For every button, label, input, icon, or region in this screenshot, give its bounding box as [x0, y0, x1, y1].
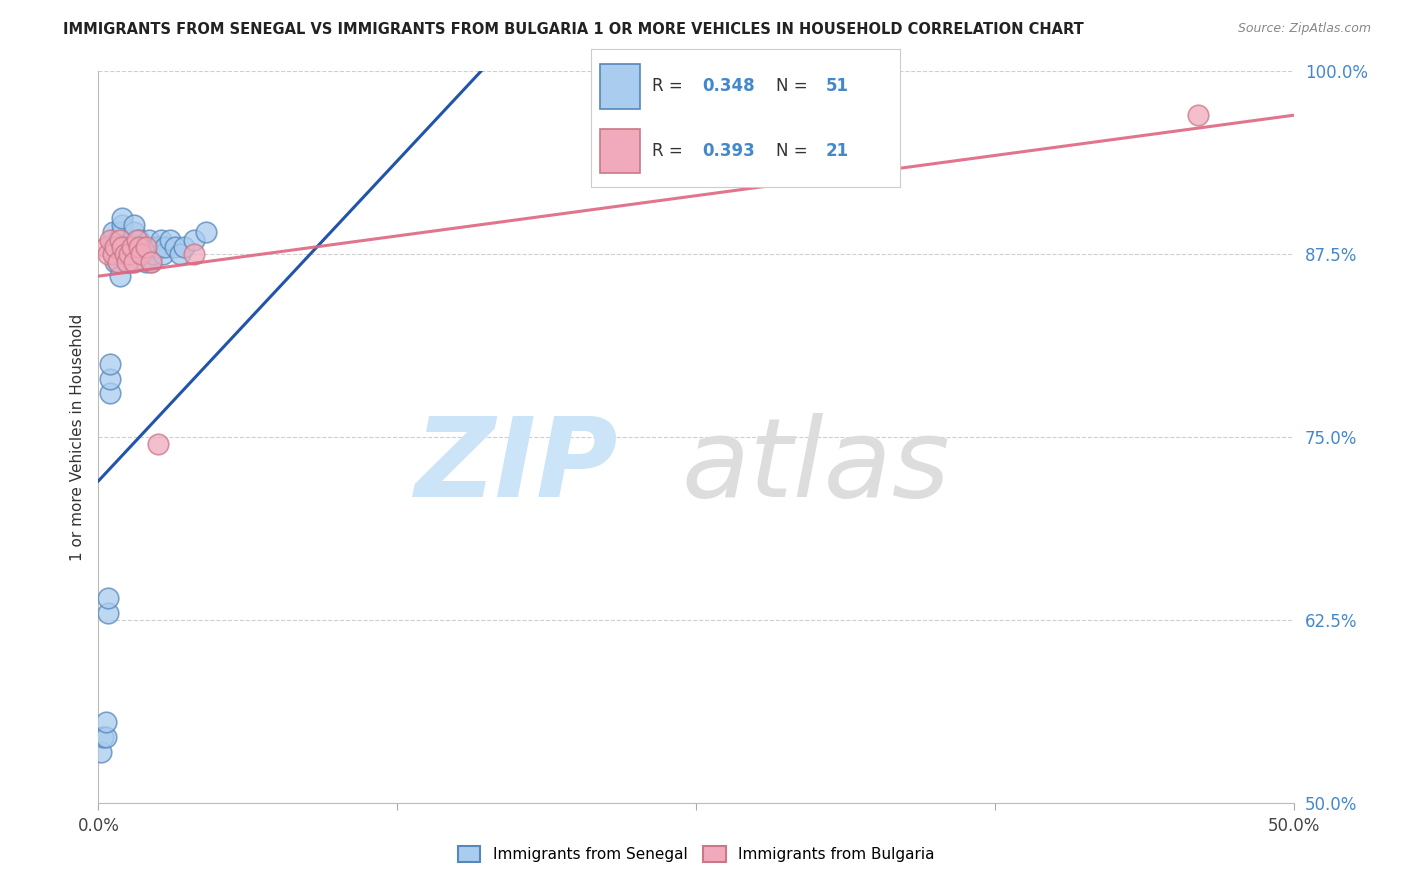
Point [148, 437, 170, 451]
Point [118, 247, 141, 261]
Text: IMMIGRANTS FROM SENEGAL VS IMMIGRANTS FROM BULGARIA 1 OR MORE VEHICLES IN HOUSEH: IMMIGRANTS FROM SENEGAL VS IMMIGRANTS FR… [63, 22, 1084, 37]
Point [124, 218, 146, 232]
Point [94, 715, 117, 730]
Point [121, 254, 143, 268]
FancyBboxPatch shape [600, 129, 640, 173]
Point [139, 254, 162, 268]
Point [98, 386, 122, 401]
Point [121, 240, 143, 254]
Point [118, 247, 141, 261]
Point [183, 247, 205, 261]
Point [124, 225, 146, 239]
Point [131, 247, 153, 261]
Text: 0.348: 0.348 [702, 78, 755, 95]
Text: atlas: atlas [681, 413, 950, 520]
Point [107, 254, 129, 268]
Point [135, 240, 157, 254]
Point [107, 254, 129, 268]
Point [114, 247, 136, 261]
Point [135, 254, 157, 268]
Point [131, 240, 153, 254]
Point [115, 254, 138, 268]
Point [169, 247, 191, 261]
Point [97, 606, 120, 620]
Legend: Immigrants from Senegal, Immigrants from Bulgaria: Immigrants from Senegal, Immigrants from… [451, 840, 941, 868]
Point [107, 233, 129, 247]
Point [98, 233, 122, 247]
Point [90, 745, 112, 759]
Point [97, 591, 120, 605]
Point [94, 730, 117, 744]
Point [149, 233, 172, 247]
Point [94, 240, 117, 254]
Text: ZIP: ZIP [415, 413, 619, 520]
Point [1187, 108, 1209, 122]
Text: 21: 21 [825, 143, 849, 161]
Point [101, 247, 124, 261]
Point [97, 247, 120, 261]
Point [121, 233, 143, 247]
Point [132, 247, 155, 261]
Point [125, 240, 148, 254]
Point [111, 211, 134, 225]
Point [115, 254, 138, 268]
Point [183, 233, 205, 247]
Point [125, 233, 148, 247]
Point [139, 254, 162, 268]
Point [138, 233, 160, 247]
Point [152, 247, 174, 261]
Point [114, 247, 136, 261]
Point [173, 240, 195, 254]
Point [114, 240, 136, 254]
Point [142, 247, 165, 261]
Point [101, 225, 124, 239]
Point [108, 233, 131, 247]
Point [111, 225, 134, 239]
FancyBboxPatch shape [600, 64, 640, 109]
Point [128, 233, 150, 247]
Point [195, 225, 218, 239]
Point [104, 240, 127, 254]
Point [91, 730, 114, 744]
Point [163, 240, 186, 254]
Text: 0.393: 0.393 [702, 143, 755, 161]
Point [115, 240, 138, 254]
Text: N =: N = [776, 143, 813, 161]
Point [98, 371, 122, 385]
Y-axis label: 1 or more Vehicles in Household: 1 or more Vehicles in Household [69, 313, 84, 561]
Point [111, 240, 134, 254]
Point [124, 254, 146, 268]
Point [148, 240, 170, 254]
Text: R =: R = [652, 78, 689, 95]
Point [135, 240, 157, 254]
Point [159, 233, 181, 247]
Point [98, 357, 122, 371]
Point [104, 240, 127, 254]
Point [108, 269, 131, 284]
Text: N =: N = [776, 78, 813, 95]
Point [155, 240, 177, 254]
Point [145, 240, 167, 254]
Point [108, 247, 131, 261]
Point [111, 218, 134, 232]
Text: 51: 51 [825, 78, 849, 95]
Point [101, 233, 124, 247]
Point [128, 240, 150, 254]
Point [118, 240, 141, 254]
Point [104, 254, 127, 268]
Point [101, 240, 124, 254]
Text: Source: ZipAtlas.com: Source: ZipAtlas.com [1237, 22, 1371, 36]
Text: R =: R = [652, 143, 689, 161]
